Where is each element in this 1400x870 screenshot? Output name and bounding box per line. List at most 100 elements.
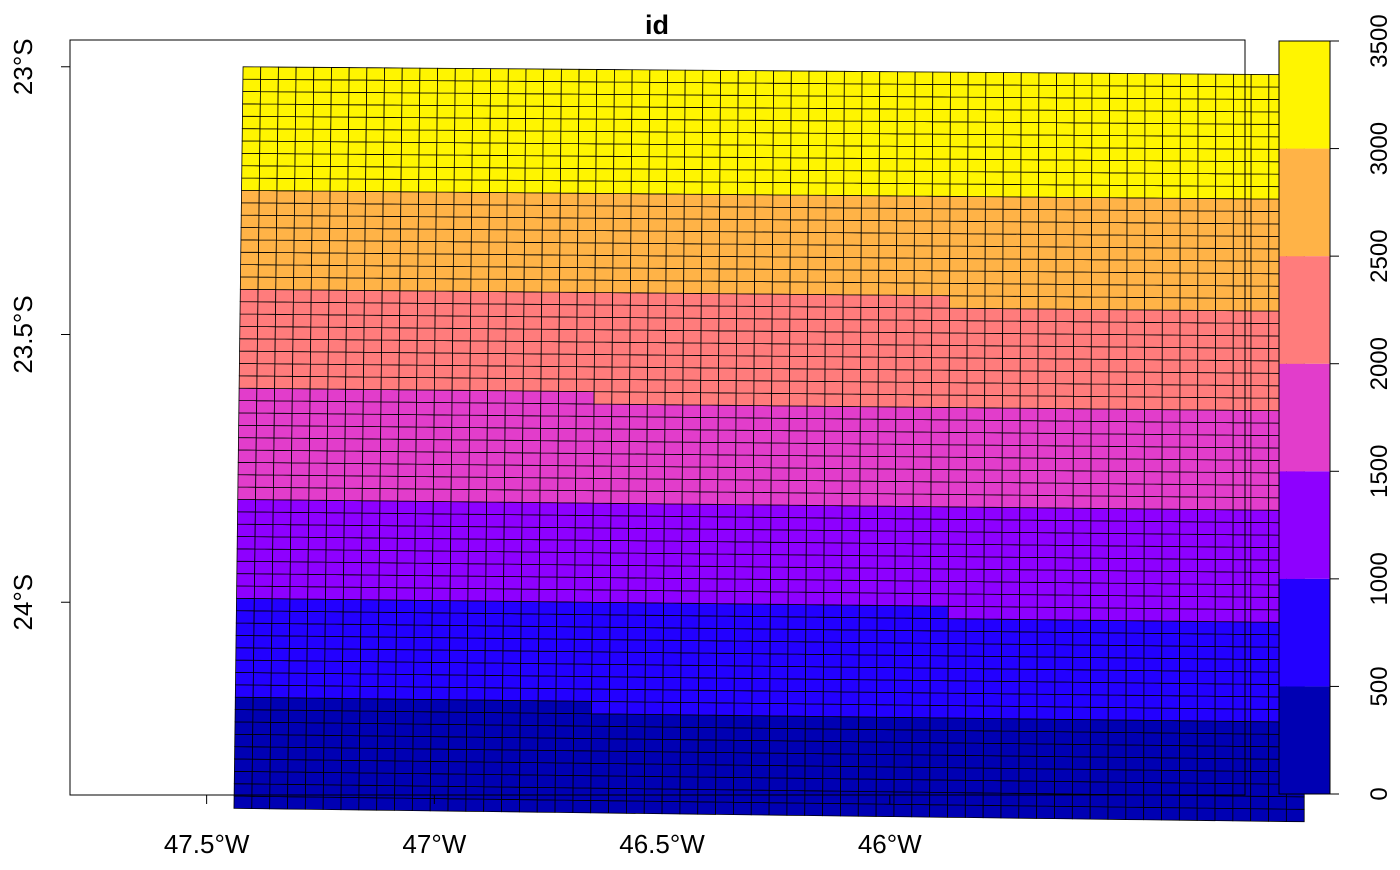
grid-cell: [663, 565, 683, 579]
grid-cell: [311, 227, 331, 241]
grid-cell: [699, 466, 719, 481]
grid-cell: [467, 625, 486, 639]
grid-cell: [501, 737, 521, 751]
grid-cell: [437, 67, 456, 82]
grid-cell: [1054, 557, 1074, 571]
grid-cell: [983, 680, 1002, 695]
grid-cell: [913, 369, 932, 383]
grid-cell: [288, 685, 308, 699]
grid-cell: [931, 332, 950, 346]
grid-cell: [859, 418, 879, 432]
grid-cell: [502, 662, 522, 677]
grid-cell: [361, 512, 381, 527]
grid-cell: [1038, 134, 1057, 148]
grid-cell: [717, 479, 736, 493]
grid-cell: [413, 649, 433, 663]
grid-cell: [560, 130, 579, 145]
grid-cell: [541, 266, 561, 281]
grid-cell: [679, 763, 699, 778]
grid-cell: [1125, 632, 1145, 647]
grid-cell: [773, 82, 792, 97]
grid-cell: [912, 568, 932, 582]
grid-cell: [1055, 445, 1074, 459]
grid-cell: [984, 345, 1004, 359]
grid-cell: [878, 307, 897, 321]
grid-cell: [382, 240, 401, 254]
grid-cell: [277, 103, 297, 118]
grid-cell: [471, 191, 490, 206]
grid-cell: [452, 315, 472, 329]
grid-cell: [612, 267, 632, 281]
grid-cell: [912, 443, 932, 458]
grid-cell: [417, 228, 437, 242]
grid-cell: [859, 505, 879, 519]
grid-cell: [358, 784, 378, 799]
grid-cell: [804, 765, 824, 779]
grid-cell: [1179, 148, 1199, 162]
grid-cell: [362, 463, 381, 477]
grid-cell: [983, 481, 1003, 496]
grid-cell: [929, 754, 949, 769]
grid-cell: [771, 417, 790, 432]
grid-cell: [716, 565, 736, 580]
grid-cell: [913, 282, 933, 296]
grid-cell: [1072, 420, 1092, 435]
grid-cell: [700, 342, 720, 357]
grid-cell: [1250, 248, 1270, 262]
grid-cell: [466, 649, 486, 664]
grid-cell: [327, 363, 347, 378]
grid-cell: [575, 415, 595, 430]
grid-cell: [966, 345, 986, 359]
grid-cell: [752, 566, 772, 580]
grid-cell: [1055, 184, 1075, 198]
grid-cell: [1090, 632, 1109, 646]
grid-cell: [877, 406, 897, 420]
grid-cell: [1250, 584, 1270, 598]
grid-cell: [362, 450, 381, 465]
grid-cell: [666, 193, 685, 207]
grid-cell: [683, 193, 703, 208]
grid-cell: [627, 565, 647, 579]
grid-cell: [1250, 223, 1270, 237]
grid-cell: [1215, 86, 1234, 100]
grid-cell: [276, 177, 296, 192]
grid-cell: [879, 120, 898, 135]
grid-cell: [259, 140, 278, 154]
grid-cell: [666, 168, 685, 183]
grid-cell: [466, 724, 485, 738]
grid-cell: [486, 439, 506, 454]
grid-cell: [1250, 235, 1270, 250]
grid-cell: [1197, 596, 1216, 610]
grid-cell: [594, 230, 614, 244]
grid-cell: [822, 753, 842, 767]
grid-cell: [752, 591, 771, 605]
grid-cell: [1179, 135, 1199, 150]
grid-cell: [1055, 420, 1074, 434]
grid-cell: [1072, 582, 1092, 596]
grid-cell: [1108, 259, 1128, 273]
grid-cell: [932, 96, 951, 110]
grid-cell: [736, 243, 756, 258]
grid-cell: [577, 254, 596, 269]
grid-cell: [396, 599, 415, 614]
grid-cell: [965, 593, 985, 607]
grid-cell: [259, 115, 279, 130]
grid-cell: [1054, 656, 1074, 671]
grid-cell: [417, 203, 437, 218]
grid-cell: [483, 736, 503, 751]
grid-cell: [417, 216, 437, 230]
grid-cell: [1054, 731, 1073, 745]
grid-cell: [611, 329, 631, 343]
grid-cell: [911, 766, 931, 781]
grid-cell: [629, 391, 648, 405]
grid-cell: [1196, 683, 1216, 697]
grid-cell: [503, 588, 522, 602]
grid-cell: [523, 266, 543, 281]
grid-cell: [965, 705, 984, 719]
grid-cell: [861, 108, 880, 122]
grid-cell: [417, 240, 437, 255]
grid-cell: [893, 778, 913, 793]
grid-cell: [680, 652, 700, 666]
grid-cell: [648, 193, 668, 207]
grid-cell: [1250, 484, 1270, 499]
